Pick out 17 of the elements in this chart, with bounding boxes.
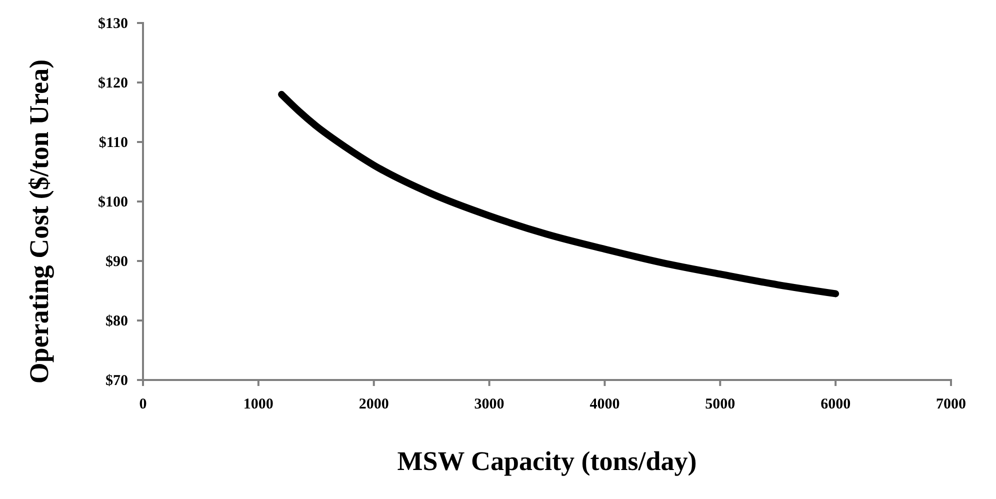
y-tick-label: $110 — [98, 134, 128, 151]
x-axis-title: MSW Capacity (tons/day) — [397, 446, 697, 476]
y-tick-label: $80 — [106, 313, 128, 330]
x-tick-label: 0 — [139, 396, 147, 412]
y-tick-label: $70 — [106, 372, 128, 389]
x-tick-label: 3000 — [474, 396, 504, 412]
x-tick-label: 2000 — [358, 396, 389, 412]
x-tick-label: 6000 — [820, 396, 851, 412]
x-tick-label: 4000 — [590, 396, 620, 412]
y-tick-label: $120 — [98, 75, 128, 92]
y-tick-label: $130 — [98, 16, 128, 32]
x-tick-label: 5000 — [705, 396, 736, 412]
y-axis-title: Operating Cost ($/ton Urea) — [24, 59, 54, 384]
x-tick-label: 7000 — [936, 396, 966, 412]
y-tick-label: $100 — [98, 194, 128, 210]
y-tick-label: $90 — [106, 254, 128, 270]
x-tick-label: 1000 — [243, 396, 274, 412]
